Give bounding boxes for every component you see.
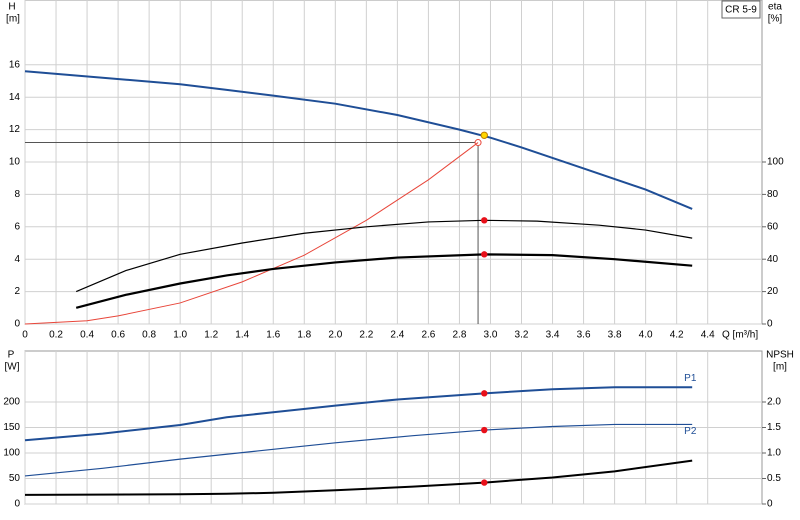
x-tick-label: 1.2 [204, 330, 218, 341]
y-tick-label: 0 [14, 499, 20, 510]
x-tick-label: 3.8 [608, 330, 622, 341]
operating-point [481, 426, 488, 434]
y-tick-label: 150 [3, 422, 20, 433]
y-unit: [m] [6, 14, 20, 25]
y-tick-label: 4 [14, 254, 20, 265]
operating-point [481, 217, 488, 224]
x-label: Q [m³/h] [722, 330, 758, 341]
x-tick-label: 3.2 [515, 330, 529, 341]
y-unit: [W] [5, 362, 20, 373]
x-tick-label: 3.4 [546, 330, 560, 341]
legend-label: P1 [684, 373, 697, 384]
y-tick-label: 100 [3, 448, 20, 459]
operating-point [481, 390, 488, 397]
x-tick-label: 0.8 [142, 330, 156, 341]
curve [24, 386, 693, 442]
y2-tick-label: 40 [767, 254, 779, 265]
x-tick-label: 1.4 [235, 330, 249, 341]
operating-point [481, 479, 488, 486]
x-tick-label: 2.4 [390, 330, 404, 341]
x-tick-label: 1.0 [173, 330, 187, 341]
curve [24, 142, 479, 325]
y-tick-label: 14 [9, 92, 21, 103]
x-tick-label: 4.2 [670, 330, 684, 341]
x-tick-label: 3.0 [484, 330, 498, 341]
x-tick-label: 2.8 [452, 330, 466, 341]
operating-point [481, 251, 488, 258]
curve [24, 70, 693, 210]
curve [75, 253, 693, 309]
y-label: H [8, 2, 15, 13]
x-tick-label: 0 [22, 330, 28, 341]
y2-tick-label: 100 [767, 157, 784, 168]
x-tick-label: 0.6 [111, 330, 125, 341]
y2-tick-label: 1.0 [767, 448, 781, 459]
y2-label: eta [768, 2, 782, 13]
model-label: CR 5-9 [725, 5, 757, 16]
curve [24, 459, 693, 496]
y2-unit: [m] [773, 362, 787, 373]
y2-tick-label: 0 [767, 499, 773, 510]
y-tick-label: 2 [14, 286, 20, 297]
y-tick-label: 0 [14, 319, 20, 330]
y2-tick-label: 0.5 [767, 473, 781, 484]
x-tick-label: 3.6 [577, 330, 591, 341]
curve [75, 219, 693, 293]
x-tick-label: 0.4 [80, 330, 94, 341]
y-label: P [8, 350, 15, 361]
y2-tick-label: 1.5 [767, 422, 781, 433]
x-tick-label: 0.2 [49, 330, 63, 341]
x-tick-label: 2.2 [359, 330, 373, 341]
y2-label: NPSH [766, 350, 794, 361]
y-tick-label: 8 [14, 189, 20, 200]
model-box [721, 0, 761, 19]
legend-label: P2 [684, 426, 697, 437]
x-tick-label: 4.0 [639, 330, 653, 341]
x-tick-label: 2.6 [421, 330, 435, 341]
y-tick-label: 200 [3, 397, 20, 408]
y2-tick-label: 80 [767, 189, 779, 200]
y2-tick-label: 0 [767, 319, 773, 330]
operating-point [480, 131, 488, 139]
y2-tick-label: 60 [767, 221, 779, 232]
y-tick-label: 50 [9, 473, 21, 484]
x-tick-label: 2.0 [328, 330, 342, 341]
y-tick-label: 16 [9, 59, 21, 70]
curve [24, 423, 693, 477]
y-tick-label: 6 [14, 221, 20, 232]
y2-tick-label: 2.0 [767, 397, 781, 408]
y-tick-label: 10 [9, 157, 21, 168]
x-tick-label: 1.8 [297, 330, 311, 341]
y-tick-label: 12 [9, 124, 21, 135]
x-tick-label: 4.4 [701, 330, 715, 341]
y2-unit: [%] [768, 14, 783, 25]
x-tick-label: 1.6 [266, 330, 280, 341]
y2-tick-label: 20 [767, 286, 779, 297]
